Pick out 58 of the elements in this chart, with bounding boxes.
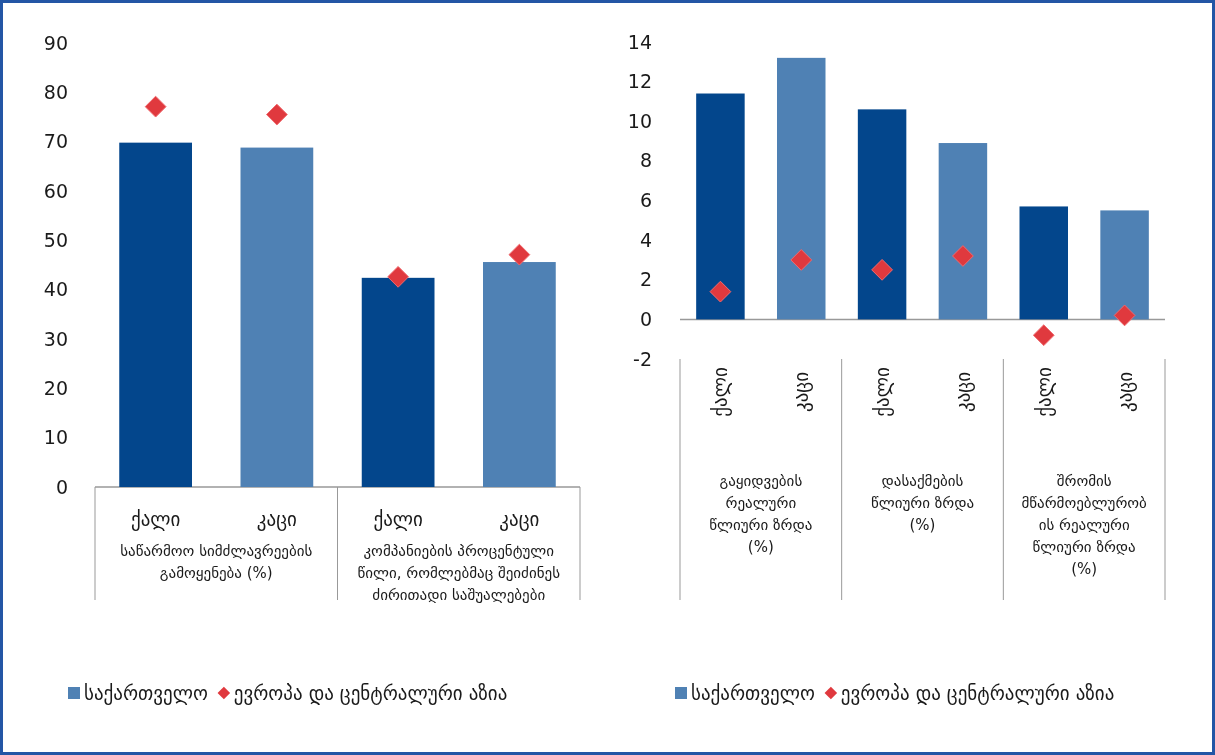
y-tick-label: 20 xyxy=(43,376,68,399)
bar xyxy=(938,143,988,320)
text: შრომის მწარმოებლურობის რეალური წლიური ზრდა (%) xyxy=(1021,472,1148,578)
y-tick-label: 0 xyxy=(639,307,652,330)
text: საწარმოო სიმძლავრეების გამოყენება (%) xyxy=(120,542,313,582)
x-tick-label: კაცი xyxy=(499,508,540,531)
bar xyxy=(361,277,435,487)
text: გაყიდვების რეალური წლიური ზრდა (%) xyxy=(709,472,813,556)
y-tick-label: 40 xyxy=(43,278,68,301)
x-tick-label: ქალი xyxy=(871,367,895,417)
legend-label: საქართველო xyxy=(84,682,208,705)
bar xyxy=(857,109,907,320)
x-tick-label: ქალი xyxy=(373,508,423,531)
point xyxy=(387,265,410,288)
x-tick-label: კაცი xyxy=(256,508,297,531)
y-tick-label: 0 xyxy=(55,475,68,498)
x-tick-label: ქალი xyxy=(1032,367,1056,417)
y-tick-label: 50 xyxy=(43,228,68,251)
legend-label: ევროპა და ცენტრალური აზია xyxy=(840,682,1115,705)
y-tick-label: 30 xyxy=(43,327,68,350)
point xyxy=(265,103,288,126)
x-tick-label: ქალი xyxy=(709,367,733,417)
y-tick-label: 8 xyxy=(639,149,652,172)
bar xyxy=(696,93,745,320)
y-tick-label: 90 xyxy=(43,31,68,54)
point xyxy=(952,245,974,267)
y-tick-label: 12 xyxy=(627,70,652,93)
x-tick-label: კაცი xyxy=(1113,371,1137,413)
point xyxy=(709,280,732,303)
y-tick-label: 10 xyxy=(627,109,652,132)
text: დასაქმების წლიური ზრდა (%) xyxy=(870,472,975,534)
x-tick-label: ქალი xyxy=(130,508,181,531)
bar xyxy=(1019,206,1068,320)
point xyxy=(790,249,813,271)
bar xyxy=(1100,210,1149,320)
y-tick-label: 60 xyxy=(43,179,68,202)
bar xyxy=(119,142,192,487)
legend-label: ევროპა და ცენტრალური აზია xyxy=(233,682,508,705)
bar xyxy=(483,262,556,487)
y-tick-label: 14 xyxy=(627,30,652,53)
bar xyxy=(240,147,314,487)
point xyxy=(1032,324,1055,347)
y-tick-label: 80 xyxy=(43,80,68,103)
y-tick-label: 10 xyxy=(43,426,68,449)
legend-label: საქართველო xyxy=(691,682,815,705)
y-tick-label: 2 xyxy=(639,268,652,291)
y-tick-label: -2 xyxy=(633,347,652,370)
x-tick-label: კაცი xyxy=(790,371,814,413)
point xyxy=(508,243,531,266)
point xyxy=(144,95,167,118)
y-tick-label: 4 xyxy=(639,228,652,251)
text: კომპანიების პროცენტული წილი, რომლებმაც შეიძინეს ძირითადი საშუალებები xyxy=(357,542,561,604)
point xyxy=(1113,304,1136,327)
y-tick-label: 6 xyxy=(639,189,652,212)
x-tick-label: კაცი xyxy=(951,371,975,413)
point xyxy=(871,258,893,281)
y-tick-label: 70 xyxy=(43,130,68,153)
bar xyxy=(777,57,826,320)
